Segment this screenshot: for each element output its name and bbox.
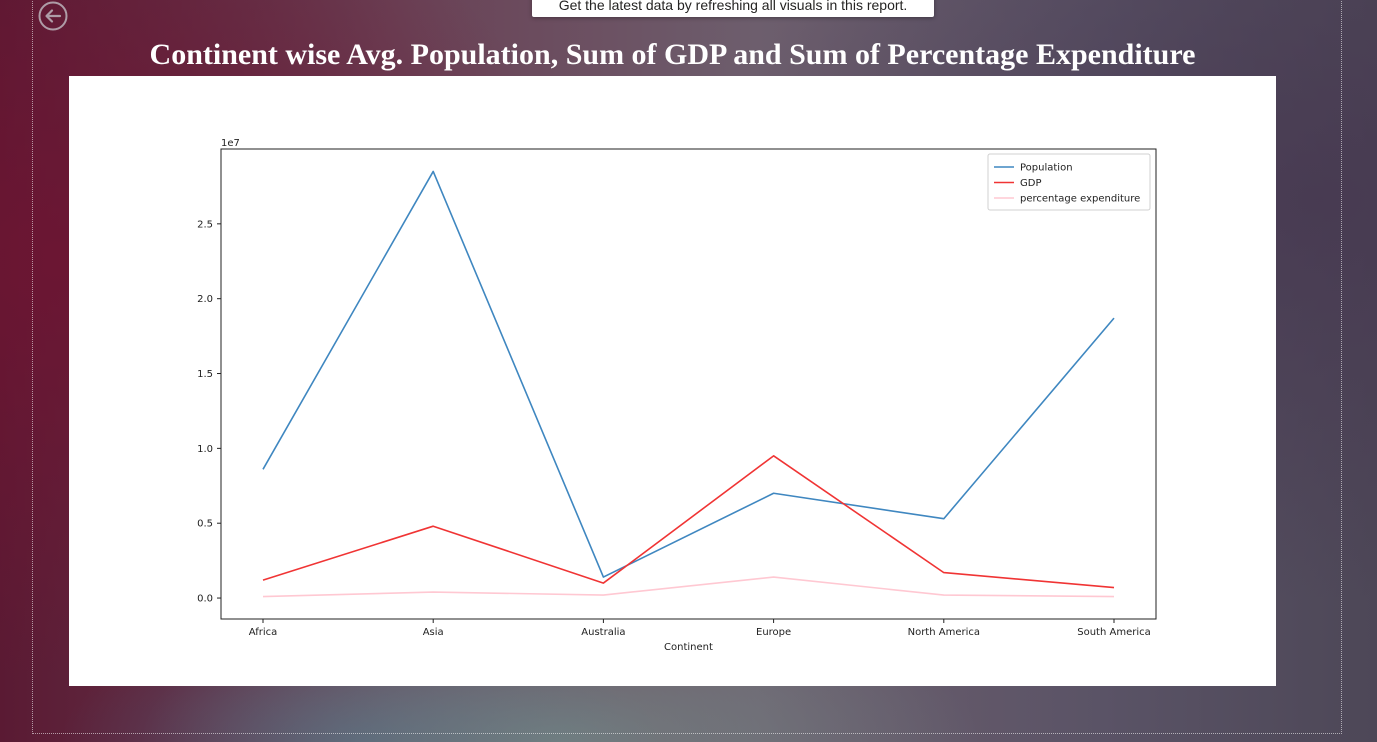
- x-tick-label: North America: [908, 627, 980, 638]
- legend-entry: GDP: [1020, 178, 1041, 189]
- y-tick-label: 2.5: [197, 219, 213, 230]
- refresh-tooltip-text: Get the latest data by refreshing all vi…: [558, 0, 908, 13]
- series-line-gdp: [262, 455, 1115, 589]
- x-axis-label: Continent: [664, 642, 713, 653]
- y-tick-label: 1.5: [197, 369, 213, 380]
- plot-frame: [220, 148, 1157, 620]
- refresh-tooltip: Get the latest data by refreshing all vi…: [532, 0, 934, 17]
- legend-entry: percentage expenditure: [1020, 194, 1140, 205]
- legend-entry: Population: [1020, 163, 1073, 174]
- x-tick-label: Asia: [423, 627, 444, 638]
- x-tick-label: Europe: [756, 627, 791, 638]
- y-scale-label: 1e7: [221, 138, 240, 149]
- y-tick-label: 2.0: [197, 294, 213, 305]
- page-title: Continent wise Avg. Population, Sum of G…: [149, 38, 1196, 71]
- legend-box: [987, 153, 1151, 211]
- series-line-population: [262, 170, 1115, 578]
- line-chart: 0.0 0.5 1.0 1.5 2.0 2.5 1e7 Africa Asia Australia…: [197, 138, 1157, 653]
- x-tick-label: South America: [1077, 627, 1151, 638]
- series-line-percentage-expenditure: [262, 576, 1115, 598]
- axes: 0.0 0.5 1.0 1.5 2.0 2.5 1e7 Africa Asia Australia…: [197, 138, 1157, 653]
- y-tick-label: 1.0: [197, 444, 213, 455]
- series-layer: [262, 170, 1115, 598]
- y-tick-label: 0.0: [197, 594, 213, 605]
- legend: Population GDP percentage expenditure: [987, 153, 1151, 211]
- x-tick-label: Australia: [581, 627, 625, 638]
- x-tick-label: Africa: [249, 627, 278, 638]
- chart-card: 0.0 0.5 1.0 1.5 2.0 2.5 1e7 Africa Asia Australia…: [69, 76, 1276, 686]
- arrow-left-circle-icon: [38, 1, 68, 31]
- back-button[interactable]: [38, 1, 68, 31]
- y-tick-label: 0.5: [197, 519, 213, 530]
